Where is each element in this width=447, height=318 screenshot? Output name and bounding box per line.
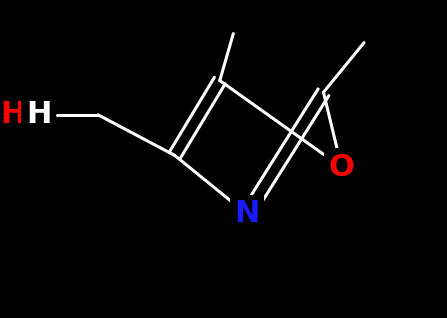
Text: H: H [26, 100, 51, 129]
Text: N: N [234, 199, 260, 229]
Text: HO: HO [0, 100, 51, 129]
Text: O: O [329, 153, 354, 182]
